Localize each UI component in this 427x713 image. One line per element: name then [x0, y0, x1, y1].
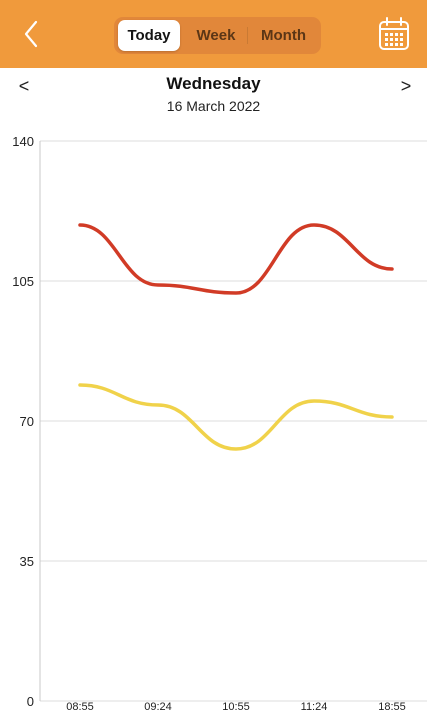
calendar-icon	[379, 17, 409, 50]
y-tick-label: 70	[20, 414, 34, 429]
tab-month[interactable]: Month	[261, 27, 306, 44]
tab-today[interactable]: Today	[118, 20, 180, 51]
next-day-button[interactable]: >	[400, 76, 412, 96]
chevron-left-icon	[24, 20, 38, 48]
y-tick-label: 140	[12, 134, 34, 149]
previous-day-button[interactable]: <	[18, 76, 30, 96]
chart-svg: 0 35 70 105 140 08:55 09:24 10:55 11:24 18:55	[12, 134, 427, 713]
y-tick-label: 105	[12, 274, 34, 289]
y-tick-label: 35	[20, 554, 34, 569]
top-toolbar: Today Week Month	[0, 0, 427, 68]
segment-divider	[247, 27, 248, 44]
tab-week[interactable]: Week	[196, 27, 236, 44]
period-segmented-control: Today Week Month	[114, 17, 321, 54]
series-line-2	[78, 383, 394, 451]
line-chart: 0 35 70 105 140 08:55 09:24 10:55 11:24 18:55	[0, 130, 427, 713]
calendar-button[interactable]	[377, 16, 411, 52]
x-tick-label: 11:24	[301, 701, 328, 713]
y-tick-label: 0	[27, 694, 34, 709]
back-button[interactable]	[14, 14, 50, 54]
x-tick-label: 08:55	[66, 701, 94, 713]
date-subtitle: 16 March 2022	[166, 98, 261, 114]
series-line-1	[78, 223, 394, 295]
x-tick-label: 10:55	[222, 701, 250, 713]
day-title: Wednesday	[166, 74, 261, 93]
x-tick-label: 18:55	[378, 701, 406, 713]
x-tick-label: 09:24	[144, 701, 172, 713]
